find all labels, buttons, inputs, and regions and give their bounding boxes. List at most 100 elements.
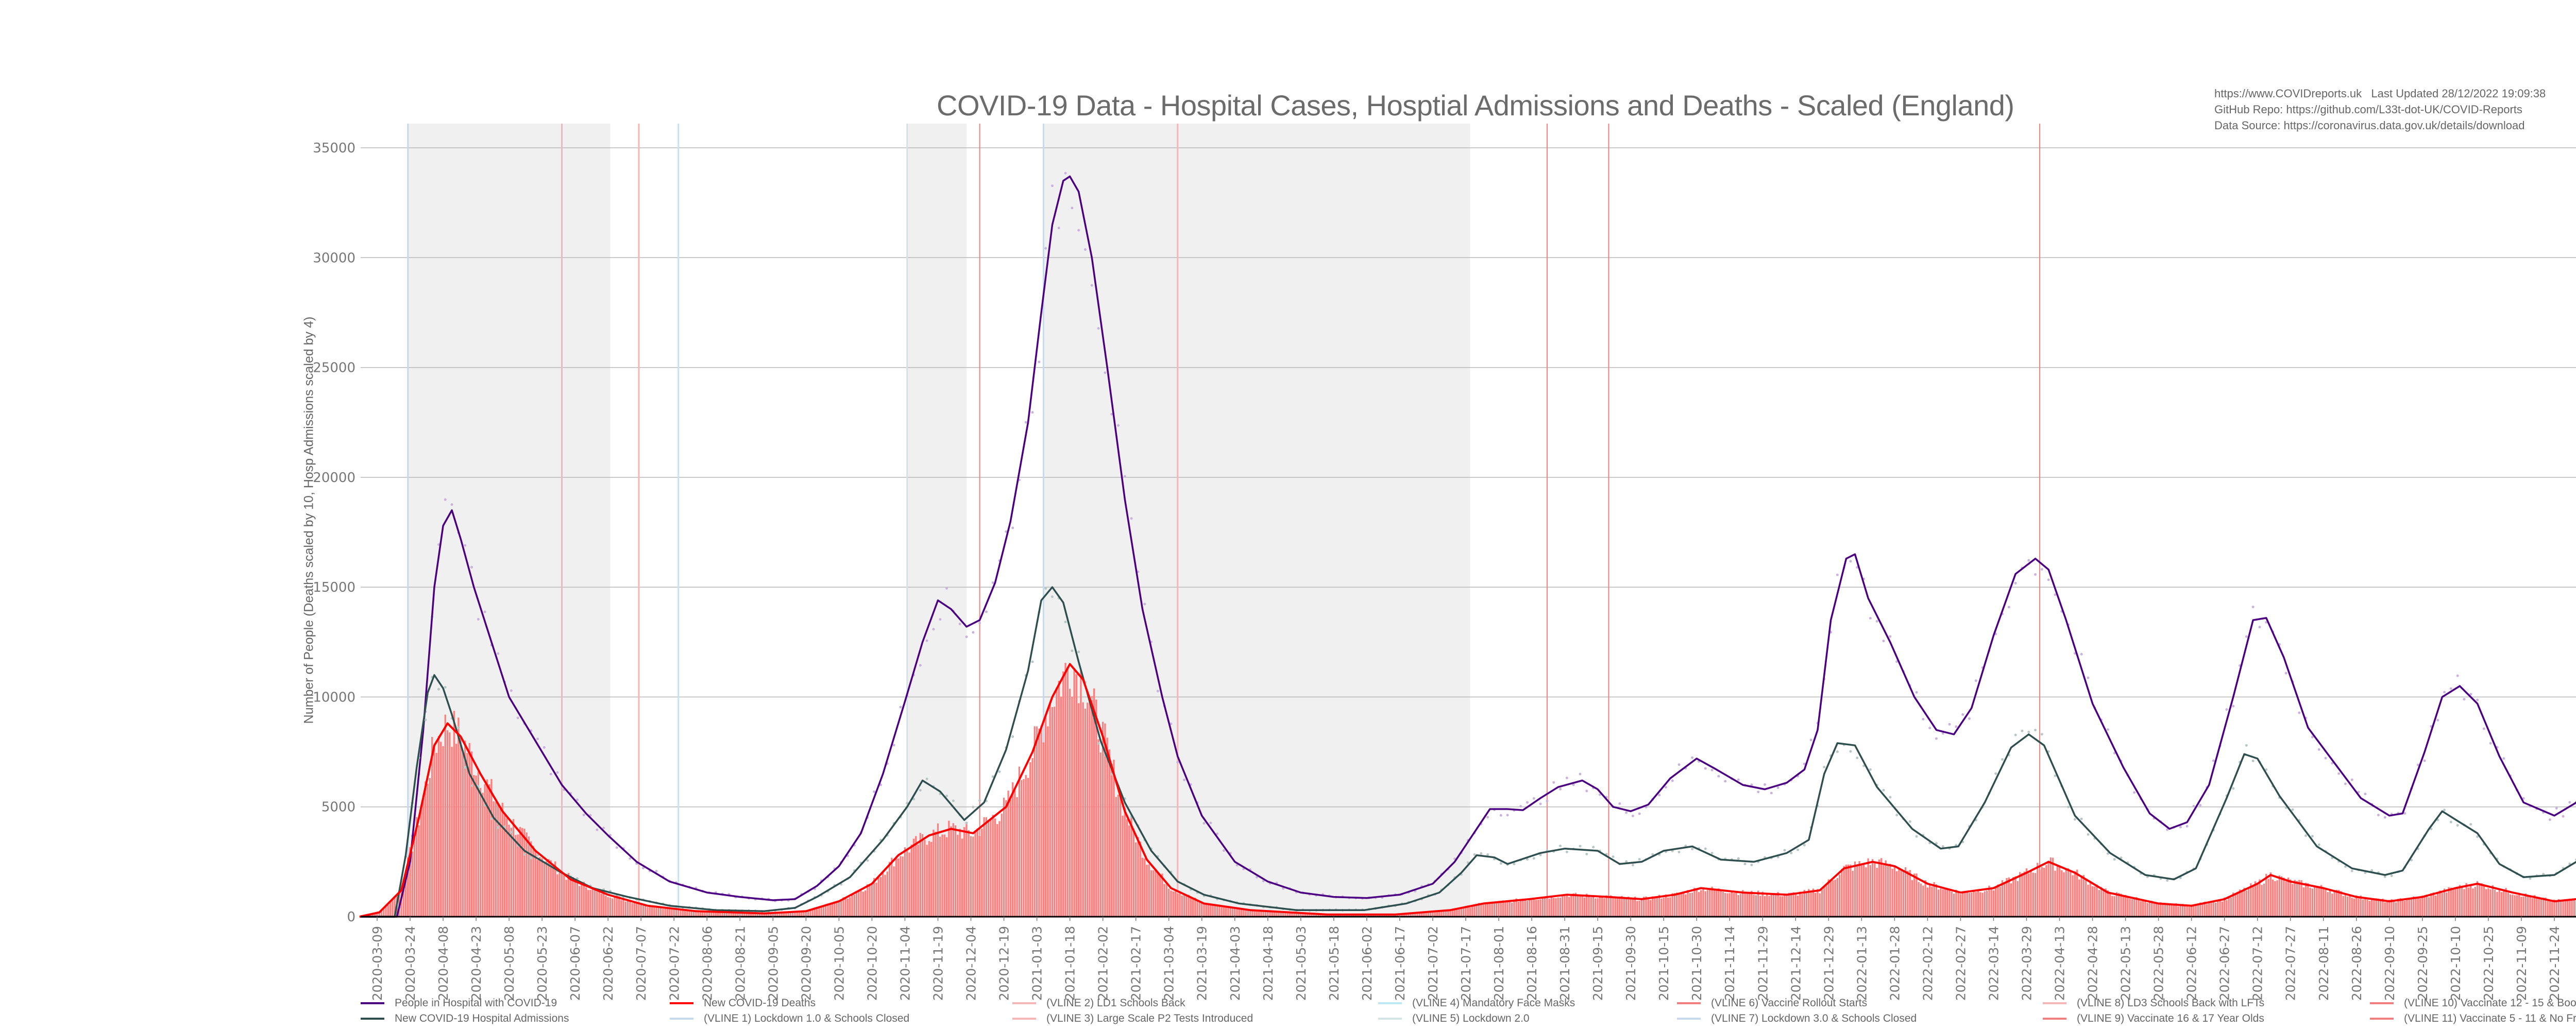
legend-item-vline2[interactable]: (VLINE 2) LD1 Schools Back — [1012, 997, 1185, 1009]
raw-data-point — [450, 503, 453, 506]
death-bar — [1856, 865, 1858, 917]
legend-item-vline11[interactable]: (VLINE 11) Vaccinate 5 - 11 & No Free Te… — [2370, 1012, 2576, 1025]
death-bar — [2179, 905, 2181, 917]
info-data-source[interactable]: Data Source: https://coronavirus.data.go… — [2214, 119, 2525, 132]
legend-item-hospital[interactable]: People in Hospital with COVID-19 — [361, 997, 557, 1009]
raw-data-point — [1750, 863, 1753, 866]
death-bar — [2001, 880, 2004, 917]
legend-item-vline5[interactable]: (VLINE 5) Lockdown 2.0 — [1378, 1012, 1530, 1025]
death-bar — [1390, 914, 1392, 917]
raw-data-point — [1908, 820, 1911, 823]
death-bar — [741, 912, 743, 917]
death-bar — [2146, 903, 2148, 917]
legend-item-vline6[interactable]: (VLINE 6) Vaccine Rollout Starts — [1677, 997, 1867, 1009]
death-bar — [1352, 914, 1354, 917]
death-bar — [1302, 913, 1304, 917]
death-bar — [1696, 888, 1698, 917]
death-bar — [1101, 722, 1104, 917]
death-bar — [1990, 888, 1992, 917]
death-bar — [2496, 891, 2498, 917]
death-bar — [558, 872, 561, 917]
death-bar — [2380, 900, 2382, 917]
death-bar — [2241, 890, 2243, 917]
death-bar — [449, 732, 451, 917]
legend-item-vline8[interactable]: (VLINE 8) LD3 Schools Back with LFTs — [2043, 997, 2264, 1009]
death-bar — [2162, 902, 2164, 917]
death-bar — [2193, 904, 2195, 917]
death-bar — [1256, 910, 1258, 917]
legend-item-admissions[interactable]: New COVID-19 Hospital Admissions — [361, 1012, 569, 1025]
legend-item-vline7[interactable]: (VLINE 7) Lockdown 3.0 & Schools Closed — [1677, 1012, 1917, 1025]
death-bar — [778, 912, 781, 917]
x-tick-label: 2020-06-07 — [568, 926, 583, 1001]
y-gridlines — [361, 147, 2576, 808]
death-bar — [1284, 912, 1286, 917]
info-website-updated[interactable]: https://www.COVIDreports.uk Last Updated… — [2214, 87, 2546, 100]
death-bar — [2074, 871, 2076, 917]
death-bar — [745, 913, 748, 917]
death-bar — [1058, 680, 1060, 917]
death-bar — [750, 913, 752, 917]
death-bar — [2399, 898, 2401, 917]
death-bar — [713, 912, 715, 917]
raw-data-point — [2054, 593, 2057, 596]
x-tick-label: 2022-10-10 — [2448, 926, 2463, 1001]
raw-data-point — [2344, 865, 2347, 868]
death-bar — [1770, 894, 1772, 917]
y-tick-label: 5000 — [321, 800, 355, 815]
death-bar — [981, 828, 983, 917]
raw-data-point — [2423, 759, 2426, 762]
death-bar — [2127, 897, 2129, 917]
death-bar — [539, 857, 541, 917]
death-bar — [1966, 891, 1968, 917]
death-bar — [2103, 890, 2105, 917]
death-bar — [1562, 895, 1564, 917]
x-tick-label: 2021-06-02 — [1360, 926, 1375, 1001]
death-bar — [1867, 858, 1869, 917]
death-bar — [1605, 895, 1607, 917]
death-bar — [1973, 891, 1975, 917]
raw-data-point — [2014, 733, 2017, 736]
raw-data-point — [2350, 778, 2353, 781]
death-bar — [2166, 903, 2168, 917]
death-bar — [2043, 868, 2045, 917]
death-bar — [897, 858, 900, 917]
info-github-repo[interactable]: GitHub Repo: https://github.com/L33t-dot… — [2214, 103, 2522, 116]
raw-data-point — [978, 799, 981, 802]
death-bar — [2311, 888, 2314, 917]
legend-label: (VLINE 1) Lockdown 1.0 & Schools Closed — [704, 1012, 910, 1024]
raw-data-point — [925, 639, 928, 642]
death-bar — [2133, 898, 2136, 917]
death-bar — [1221, 907, 1223, 917]
death-bar — [1794, 892, 1797, 917]
death-bar — [884, 874, 886, 917]
raw-data-point — [1104, 371, 1107, 374]
death-bar — [2034, 873, 2037, 917]
death-bar — [2201, 904, 2204, 917]
death-bar — [1829, 880, 1832, 917]
legend-item-deaths[interactable]: New COVID-19 Deaths — [670, 997, 816, 1009]
death-bar — [2428, 897, 2430, 917]
legend-item-vline3[interactable]: (VLINE 3) Large Scale P2 Tests Introduce… — [1012, 1012, 1253, 1025]
legend-item-vline1[interactable]: (VLINE 1) Lockdown 1.0 & Schools Closed — [670, 1012, 909, 1025]
raw-data-point — [1585, 852, 1588, 855]
raw-data-point — [2251, 759, 2255, 762]
death-bar — [1181, 895, 1183, 917]
death-bar — [677, 908, 680, 917]
raw-data-point — [1889, 796, 1892, 799]
death-bar — [2474, 886, 2476, 917]
death-bar — [642, 905, 645, 917]
death-bar — [1066, 668, 1069, 917]
death-bar — [530, 841, 532, 917]
legend-item-vline4[interactable]: (VLINE 4) Mandatory Face Masks — [1378, 997, 1575, 1009]
death-bar — [1630, 897, 1632, 917]
death-bar — [2417, 897, 2419, 917]
death-bar — [1557, 897, 1559, 917]
death-bar — [1590, 897, 1592, 917]
death-bar — [2434, 895, 2437, 917]
raw-data-point — [1638, 812, 1641, 815]
death-bar — [369, 914, 371, 917]
legend-item-vline10[interactable]: (VLINE 10) Vaccinate 12 - 15 & Booster R… — [2370, 997, 2576, 1009]
raw-data-point — [1803, 844, 1806, 847]
legend-item-vline9[interactable]: (VLINE 9) Vaccinate 16 & 17 Year Olds — [2043, 1012, 2264, 1025]
